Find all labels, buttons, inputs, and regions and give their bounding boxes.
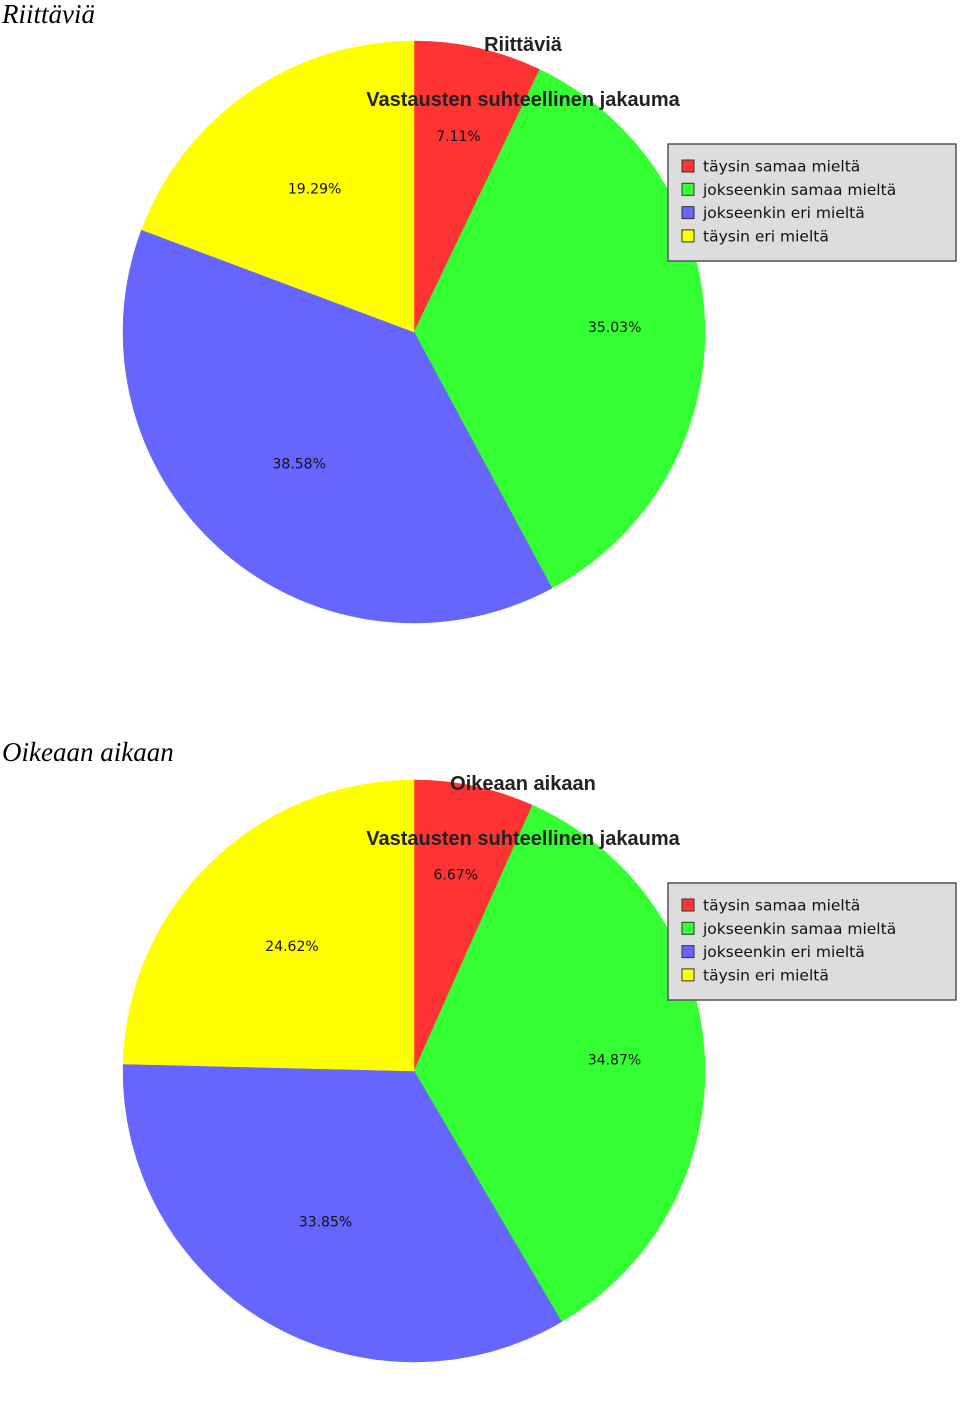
slice-label: 38.58% xyxy=(273,457,326,473)
legend-box xyxy=(667,143,957,262)
chart-title: Oikeaan aikaan xyxy=(450,773,596,795)
legend-swatch xyxy=(681,921,695,935)
legend-swatch xyxy=(681,159,695,173)
legend-swatch xyxy=(681,898,695,912)
slice-label: 24.62% xyxy=(265,939,318,955)
slice-label: 19.29% xyxy=(288,182,341,198)
legend-label: täysin eri mieltä xyxy=(703,966,829,984)
legend-box xyxy=(667,882,957,1001)
chart-title: Riittäviä xyxy=(484,34,563,56)
slice-taysin-eri xyxy=(141,40,415,333)
slice-jokseenkin-eri xyxy=(122,1063,562,1363)
slice-taysin-eri xyxy=(122,779,415,1072)
legend-label: täysin samaa mieltä xyxy=(703,158,860,176)
legend-label: jokseenkin samaa mieltä xyxy=(702,181,896,199)
pie-chart-riittavia: Riittäviä Vastausten suhteellinen jakaum… xyxy=(122,34,957,624)
legend-label: jokseenkin eri mieltä xyxy=(702,204,865,222)
slice-jokseenkin-eri xyxy=(122,229,553,624)
slice-label: 35.03% xyxy=(588,320,641,336)
slice-label: 34.87% xyxy=(588,1053,641,1069)
slice-label: 33.85% xyxy=(299,1215,352,1231)
chart-subtitle: Vastausten suhteellinen jakauma xyxy=(366,828,680,850)
slice-label: 6.67% xyxy=(434,868,478,884)
legend-label: jokseenkin samaa mieltä xyxy=(702,920,896,938)
chart-subtitle: Vastausten suhteellinen jakauma xyxy=(366,89,680,111)
legend-swatch xyxy=(681,182,695,196)
legend-swatch xyxy=(681,229,695,243)
legend-label: täysin eri mieltä xyxy=(703,227,829,245)
slice-jokseenkin-samaa xyxy=(413,804,706,1323)
slice-jokseenkin-samaa xyxy=(413,69,706,589)
legend-label: jokseenkin eri mieltä xyxy=(702,943,865,961)
legend-label: täysin samaa mieltä xyxy=(703,897,860,915)
legend: täysin samaa mieltä jokseenkin samaa miel… xyxy=(667,882,957,1001)
slice-label: 7.11% xyxy=(436,129,480,145)
slice-taysin-samaa xyxy=(413,779,533,1072)
legend-swatch xyxy=(681,945,695,959)
legend: täysin samaa mieltä jokseenkin samaa miel… xyxy=(667,143,957,262)
legend-swatch xyxy=(681,968,695,982)
section-heading-2: Oikeaan aikaan xyxy=(2,737,174,767)
section-heading-1: Riittäviä xyxy=(2,0,95,29)
slice-taysin-samaa xyxy=(413,40,541,333)
pie-chart-oikeaan-aikaan: Oikeaan aikaan Vastausten suhteellinen j… xyxy=(122,773,957,1363)
legend-swatch xyxy=(681,206,695,220)
